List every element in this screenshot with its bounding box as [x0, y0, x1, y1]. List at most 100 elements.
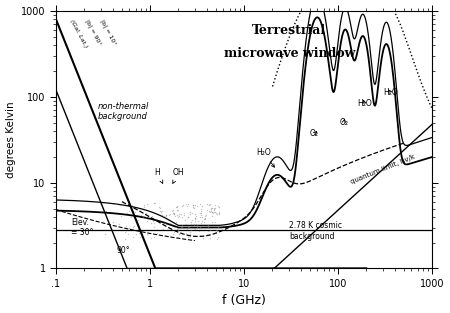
- Point: [194, 219, 202, 224]
- Point: [197, 224, 204, 229]
- Point: [175, 228, 182, 233]
- Text: Elev.
= 30°: Elev. = 30°: [71, 218, 94, 237]
- Point: [209, 209, 216, 214]
- Point: [166, 213, 173, 218]
- Point: [159, 226, 166, 231]
- Point: [102, 208, 109, 213]
- Point: [214, 224, 221, 229]
- Point: [203, 202, 211, 207]
- Point: [192, 227, 199, 232]
- Point: [204, 223, 211, 228]
- Point: [169, 232, 176, 237]
- Point: [207, 207, 215, 212]
- Point: [175, 212, 182, 217]
- Point: [172, 225, 180, 230]
- Point: [201, 216, 208, 221]
- Point: [173, 226, 180, 231]
- Point: [186, 229, 194, 234]
- Point: [191, 216, 198, 221]
- Point: [184, 203, 191, 208]
- Point: [193, 222, 200, 227]
- Point: [136, 234, 143, 239]
- Point: [151, 220, 158, 225]
- Point: [162, 220, 169, 225]
- Point: [205, 208, 212, 213]
- Point: [199, 203, 206, 208]
- Point: [184, 201, 191, 206]
- Text: H: H: [155, 168, 163, 183]
- Point: [189, 202, 197, 207]
- Point: [189, 203, 197, 208]
- Point: [189, 211, 196, 216]
- Point: [162, 233, 169, 238]
- Point: [212, 203, 219, 208]
- Point: [158, 212, 166, 217]
- Point: [215, 210, 222, 215]
- Point: [208, 219, 216, 224]
- Point: [178, 225, 185, 230]
- Point: [208, 208, 215, 213]
- Point: [125, 226, 132, 231]
- Point: [173, 213, 180, 218]
- Point: [214, 212, 221, 217]
- Y-axis label: degrees Kelvin: degrees Kelvin: [5, 101, 16, 178]
- Point: [190, 225, 198, 230]
- Point: [132, 231, 139, 236]
- Point: [171, 211, 178, 216]
- Point: [143, 214, 150, 219]
- Text: H₂O: H₂O: [383, 88, 398, 97]
- Point: [208, 205, 215, 210]
- Point: [156, 204, 163, 209]
- Point: [203, 223, 210, 228]
- Point: [117, 213, 125, 218]
- Point: [187, 223, 194, 228]
- Point: [101, 231, 108, 236]
- Point: [184, 225, 192, 230]
- Point: [191, 206, 198, 211]
- Text: (Gal. Lat.): (Gal. Lat.): [69, 19, 88, 49]
- Point: [156, 208, 163, 213]
- Point: [215, 235, 222, 240]
- Point: [181, 217, 189, 222]
- Point: [163, 212, 170, 217]
- Point: [140, 204, 148, 209]
- Point: [200, 220, 207, 225]
- Text: H₂O: H₂O: [357, 99, 372, 108]
- Text: O₂: O₂: [310, 129, 319, 138]
- Point: [183, 231, 190, 236]
- Point: [192, 217, 199, 222]
- Point: [190, 205, 197, 210]
- Point: [175, 208, 182, 213]
- Point: [112, 201, 119, 206]
- Point: [179, 222, 186, 227]
- Point: [149, 219, 157, 224]
- Point: [212, 228, 220, 233]
- Point: [170, 229, 177, 234]
- Point: [151, 201, 158, 206]
- Point: [128, 215, 135, 220]
- Point: [156, 206, 163, 211]
- Point: [196, 202, 203, 207]
- Point: [151, 224, 158, 229]
- Point: [197, 220, 204, 225]
- Point: [131, 210, 139, 215]
- Point: [208, 205, 216, 210]
- Point: [169, 210, 176, 215]
- Point: [195, 228, 202, 233]
- Point: [185, 224, 193, 229]
- Point: [135, 217, 142, 222]
- Point: [122, 223, 129, 228]
- Point: [176, 231, 183, 236]
- Point: [199, 218, 206, 223]
- Point: [128, 202, 135, 207]
- Point: [214, 228, 221, 233]
- Point: [131, 218, 138, 223]
- Point: [171, 211, 178, 216]
- Point: [176, 232, 183, 237]
- Point: [175, 234, 182, 239]
- Point: [215, 223, 222, 228]
- Text: microwave window: microwave window: [224, 47, 355, 60]
- Point: [173, 208, 180, 213]
- Point: [166, 234, 173, 239]
- Point: [188, 227, 195, 232]
